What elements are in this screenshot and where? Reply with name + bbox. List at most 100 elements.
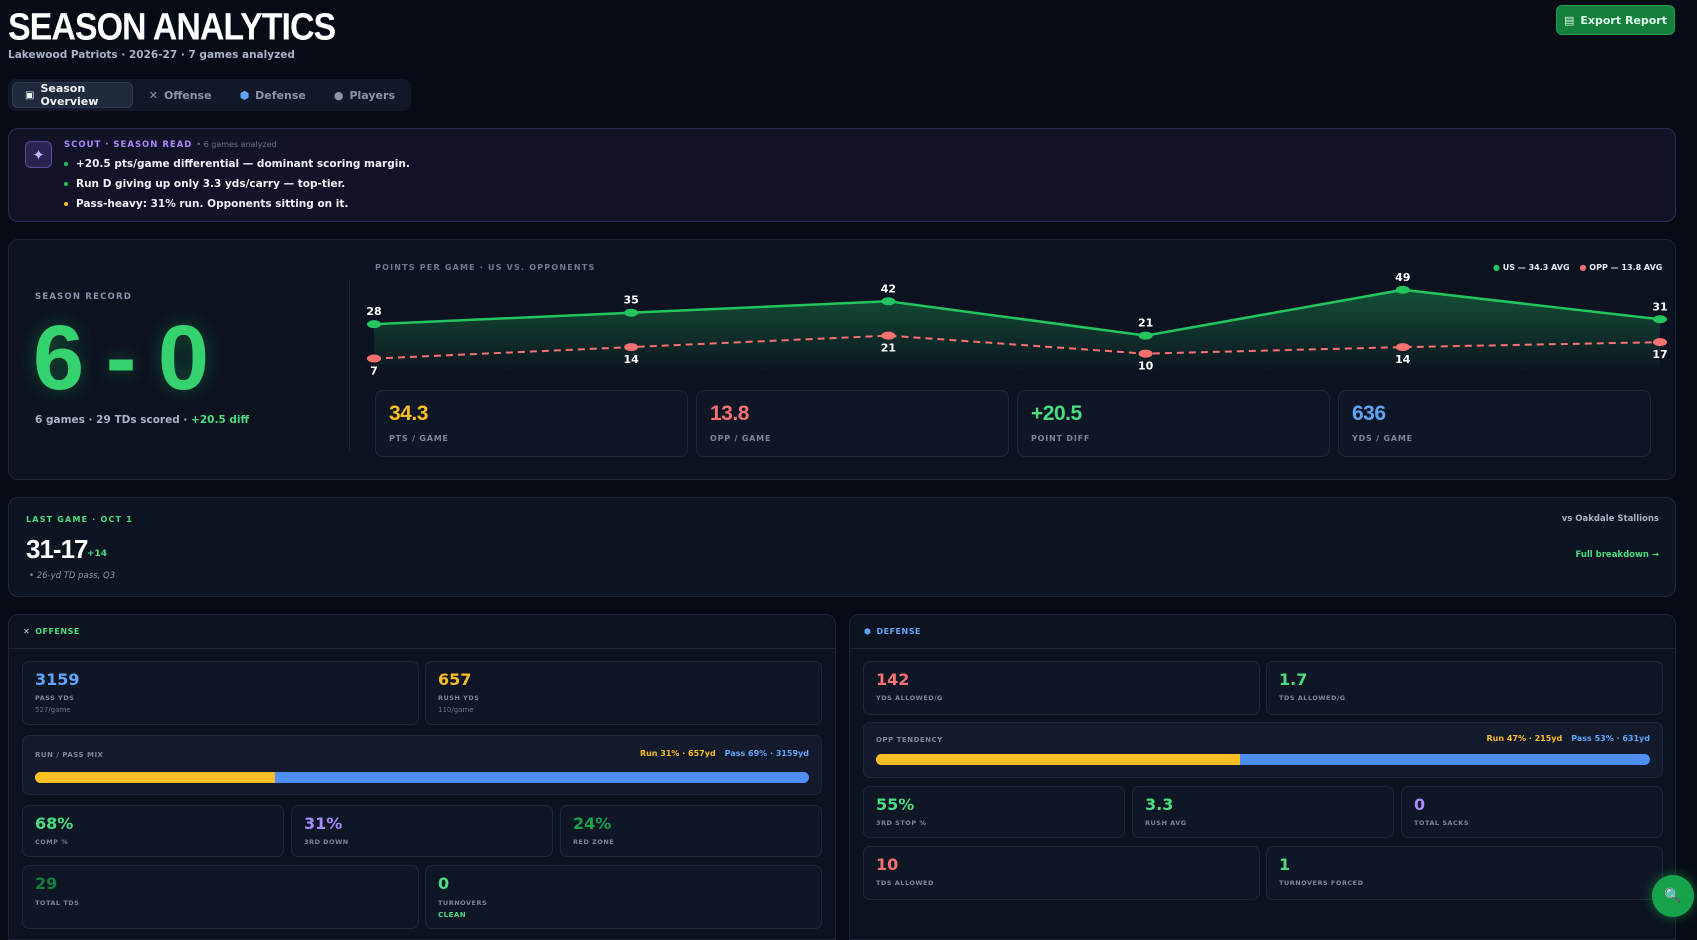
season-record-value: 6 - 0 — [33, 307, 209, 409]
points-chart: 28 35 42 21 49 31 7 14 21 10 14 17 — [366, 271, 1667, 378]
opp-series-line — [373, 334, 1661, 360]
scout-title: SCOUT · SEASON READ — [64, 140, 193, 150]
kpi-yds-game: 636 YDS / GAME — [1338, 390, 1651, 457]
us-point — [881, 297, 896, 306]
scout-bullet: Pass-heavy: 31% run. Opponents sitting o… — [64, 198, 348, 210]
rush-yds-label: RUSH YDS — [438, 694, 480, 702]
mix-bar — [35, 772, 809, 783]
scout-header: SCOUT · SEASON READ • 6 games analyzed — [64, 140, 277, 150]
last-game-card: LAST GAME · OCT 1 31-17 +14 • 26-yd TD p… — [8, 497, 1676, 597]
opp-point — [1138, 349, 1153, 358]
pass-yds-value: 3159 — [35, 670, 80, 689]
last-game-score: 31-17 — [26, 534, 88, 564]
tab-label: Players — [349, 88, 395, 102]
us-data-label: 35 — [624, 294, 639, 307]
opp-data-label: 14 — [624, 353, 640, 366]
red-zone-card: 24% RED ZONE — [560, 805, 822, 857]
rush-yds-value: 657 — [438, 670, 472, 689]
scout-panel: ✦ SCOUT · SEASON READ • 6 games analyzed … — [8, 128, 1676, 222]
rush-avg-label: RUSH AVG — [1145, 819, 1187, 827]
kpi-label: YDS / GAME — [1352, 434, 1413, 443]
run-share-fill — [35, 772, 275, 783]
chart-icon: ▣ — [25, 89, 35, 101]
tendency-pass-text: Pass 53% · 631yd — [1571, 734, 1650, 743]
swords-icon: ✕ — [148, 88, 158, 102]
season-record-label: SEASON RECORD — [35, 292, 132, 302]
third-stop-label: 3RD STOP % — [876, 819, 927, 827]
opp-point — [1653, 338, 1667, 347]
turnovers-forced-card: 1 TURNOVERS FORCED — [1266, 846, 1663, 900]
shield-icon: ⬢ — [864, 627, 872, 636]
us-point — [1395, 285, 1410, 294]
us-data-label: 31 — [1652, 300, 1667, 313]
opp-point — [1395, 343, 1410, 352]
tds-allowed-per-game-card: 1.7 TDS ALLOWED/G — [1266, 661, 1663, 715]
offense-header: ✕ OFFENSE — [9, 615, 835, 649]
last-game-label: LAST GAME · OCT 1 — [26, 515, 133, 524]
tab-bar: ▣ Season Overview ✕ Offense ⬢ Defense ● … — [8, 79, 411, 111]
total-sacks-card: 0 TOTAL SACKS — [1401, 786, 1663, 838]
us-data-label: 21 — [1138, 317, 1153, 330]
kpi-value: 34.3 — [389, 402, 428, 425]
total-tds-card: 29 TOTAL TDS — [22, 865, 419, 929]
document-icon: ▤ — [1563, 13, 1575, 27]
tendency-label: OPP TENDENCY — [876, 736, 943, 744]
tab-players[interactable]: ● Players — [322, 82, 407, 108]
record-detail-text: 6 games · 29 TDs scored · — [35, 414, 192, 426]
mix-run-text: Run 31% · 657yd — [639, 749, 716, 758]
mix-legend: Run 31% · 657yd Pass 69% · 3159yd — [640, 749, 809, 758]
offense-title: OFFENSE — [35, 627, 80, 636]
season-record-detail: 6 games · 29 TDs scored · +20.5 diff — [35, 414, 249, 426]
offense-panel: ✕ OFFENSE 3159 PASS YDS 527/game 657 RUS… — [8, 614, 836, 940]
last-game-margin: +14 — [87, 549, 108, 559]
tab-season-overview[interactable]: ▣ Season Overview — [12, 82, 133, 108]
scout-bullet: +20.5 pts/game differential — dominant s… — [64, 158, 410, 170]
season-overview-card: SEASON RECORD 6 - 0 6 games · 29 TDs sco… — [8, 239, 1676, 480]
tds-allowed-label: TDS ALLOWED — [876, 879, 934, 887]
pass-yds-label: PASS YDS — [35, 694, 75, 702]
legend-item-us: ● US — 34.3 AVG — [1493, 263, 1570, 272]
us-data-label: 28 — [366, 305, 381, 318]
opp-data-label: 7 — [370, 365, 378, 378]
page-title: SEASON ANALYTICS — [8, 6, 336, 49]
kpi-label: POINT DIFF — [1031, 434, 1091, 443]
total-sacks-label: TOTAL SACKS — [1414, 819, 1470, 827]
tendency-run-text: Run 47% · 215yd — [1486, 734, 1563, 743]
pass-yds-sub: 527/game — [35, 706, 71, 714]
turnovers-badge: CLEAN — [438, 911, 467, 919]
rush-yds-card: 657 RUSH YDS 110/game — [425, 661, 822, 725]
export-report-button[interactable]: ▤ Export Report — [1556, 5, 1675, 35]
defense-panel: ⬢ DEFENSE 142 YDS ALLOWED/G 1.7 TDS ALLO… — [849, 614, 1676, 940]
yds-allowed-value: 142 — [876, 670, 910, 689]
mix-label: RUN / PASS MIX — [35, 751, 104, 759]
third-down-card: 31% 3RD DOWN — [291, 805, 553, 857]
search-icon: 🔍 — [1664, 888, 1682, 904]
turnovers-forced-label: TURNOVERS FORCED — [1279, 879, 1364, 887]
scout-meta: • 6 games analyzed — [196, 140, 277, 149]
rush-avg-card: 3.3 RUSH AVG — [1132, 786, 1394, 838]
search-fab-button[interactable]: 🔍 — [1652, 875, 1694, 917]
tab-defense[interactable]: ⬢ Defense — [228, 82, 318, 108]
tendency-legend: Run 47% · 215yd Pass 53% · 631yd — [1487, 734, 1651, 743]
kpi-label: PTS / GAME — [389, 434, 449, 443]
full-breakdown-link[interactable]: Full breakdown → — [1575, 550, 1659, 560]
tab-label: Season Overview — [40, 82, 99, 108]
legend-label: US — 34.3 AVG — [1502, 263, 1570, 272]
red-zone-label: RED ZONE — [573, 838, 615, 846]
opp-point — [367, 354, 381, 363]
total-sacks-value: 0 — [1414, 795, 1426, 814]
run-share-fill — [876, 754, 1240, 765]
tab-offense[interactable]: ✕ Offense — [137, 82, 224, 108]
us-point — [624, 308, 639, 317]
swords-icon: ✕ — [23, 627, 31, 636]
export-report-label: Export Report — [1580, 13, 1667, 27]
comp-pct-label: COMP % — [35, 838, 69, 846]
kpi-point-diff: +20.5 POINT DIFF — [1017, 390, 1330, 457]
comp-pct-card: 68% COMP % — [22, 805, 284, 857]
total-tds-label: TOTAL TDS — [35, 899, 80, 907]
last-game-opponent: vs Oakdale Stallions — [1561, 514, 1659, 524]
tab-label: Offense — [164, 88, 212, 102]
kpi-value: 13.8 — [710, 402, 749, 425]
defense-header: ⬢ DEFENSE — [850, 615, 1675, 649]
kpi-value: +20.5 — [1031, 402, 1082, 425]
